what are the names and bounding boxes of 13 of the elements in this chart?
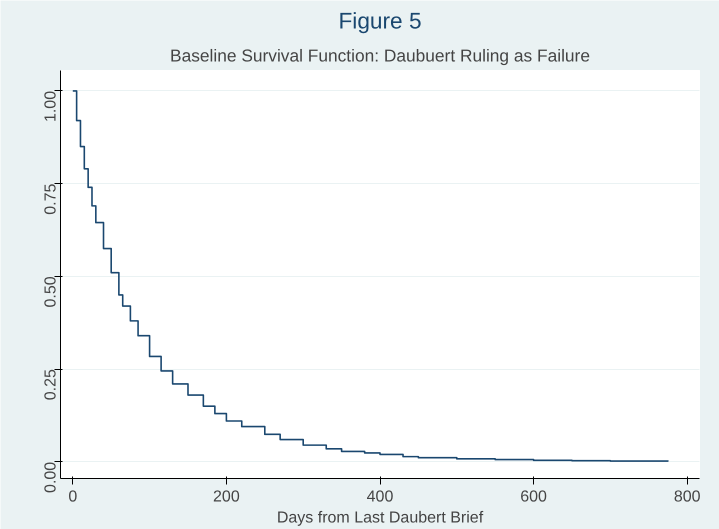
x-tick-label: 600 [520, 488, 548, 506]
x-tick-label: 0 [68, 488, 78, 506]
x-tick-label: 800 [674, 488, 701, 506]
chart-title: Figure 5 [338, 8, 422, 34]
y-tick-label: 0.00 [42, 462, 60, 493]
x-axis-title: Days from Last Daubert Brief [276, 510, 484, 526]
y-tick-label: 1.00 [42, 90, 60, 122]
y-tick-label: 0.50 [42, 276, 60, 308]
x-tick-label: 200 [213, 488, 240, 506]
y-tick-label: 0.75 [42, 184, 60, 215]
chart-subtitle: Baseline Survival Function: Daubuert Ruling as Failure [170, 46, 590, 66]
y-tick-label: 0.25 [42, 368, 60, 400]
x-tick-label: 400 [366, 488, 394, 506]
